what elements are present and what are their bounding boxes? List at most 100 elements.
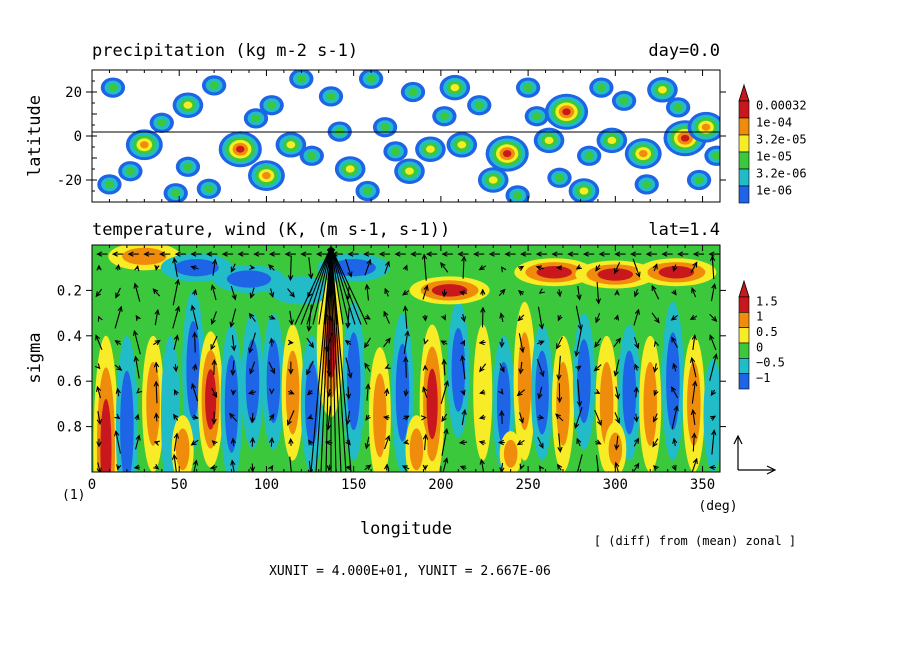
- wind-vector: [211, 359, 217, 375]
- wind-vector: [364, 314, 371, 320]
- wind-vector: [210, 284, 217, 301]
- wind-vector: [671, 336, 678, 348]
- wind-vector: [594, 409, 602, 427]
- wind-vector: [574, 407, 583, 430]
- wind-vector: [710, 282, 717, 302]
- wind-vector: [634, 363, 640, 371]
- wind-vector: [378, 251, 391, 257]
- wind-vector: [402, 264, 408, 271]
- wind-vector: [192, 331, 198, 353]
- wind-vector: [191, 288, 198, 296]
- wind-vector: [535, 265, 544, 271]
- wind-vector: [211, 411, 217, 425]
- wind-vector: [598, 251, 610, 257]
- precip-cell: [515, 77, 541, 98]
- wind-vector: [287, 255, 294, 282]
- wind-vector: [479, 389, 486, 395]
- temperature-anomaly: [220, 324, 243, 472]
- wind-vector: [172, 453, 178, 472]
- wind-vector: [692, 251, 705, 257]
- precip-colorbar: 0.00032 1e-04 3.2e-05 1e-05 3.2e-06 1e-06: [738, 83, 807, 204]
- precip-cell: [97, 174, 122, 195]
- wind-vector: [551, 251, 563, 257]
- wind-vector: [300, 251, 312, 257]
- wind-vector: [499, 409, 505, 424]
- wind-vector: [478, 440, 486, 446]
- precip-cell: [439, 74, 471, 101]
- wind-vector: [478, 265, 487, 271]
- wind-vector: [344, 339, 352, 346]
- temperature-anomaly: [262, 313, 285, 450]
- wind-vector: [652, 438, 659, 448]
- temperature-anomaly: [552, 335, 574, 472]
- bottom-title: temperature, wind (K, (m s-1, s-1)): [92, 220, 450, 240]
- wind-vector: [645, 251, 657, 257]
- wind-vector: [230, 360, 236, 376]
- wind-vector: [190, 304, 199, 330]
- wind-vector: [383, 337, 391, 348]
- wind-vector: [575, 264, 582, 270]
- wind-vector: [478, 339, 486, 346]
- wind-vector: [248, 332, 256, 354]
- wind-vector: [499, 462, 505, 472]
- wind-vector: [594, 338, 602, 348]
- precip-cell: [544, 93, 589, 130]
- wind-vector: [364, 464, 372, 471]
- wind-vector: [442, 457, 449, 472]
- wind-vector: [479, 458, 485, 472]
- x-tick-label: 0: [88, 477, 96, 493]
- wind-vector: [268, 361, 275, 375]
- wind-vector: [440, 340, 448, 346]
- wind-vector: [557, 314, 563, 322]
- wind-vector: [690, 261, 698, 274]
- top-y-axis-label: latitude: [25, 95, 45, 177]
- colorbar-segment: [738, 358, 750, 374]
- upper-temperature-anomaly: [636, 258, 717, 287]
- wind-vector: [247, 389, 256, 395]
- wind-vector: [306, 304, 312, 332]
- wind-vector: [173, 389, 179, 396]
- precip-cell: [175, 156, 201, 177]
- wind-vector: [153, 464, 160, 470]
- wind-vector: [422, 284, 429, 300]
- precip-cell: [163, 183, 188, 202]
- wind-vector: [269, 388, 275, 395]
- colorbar-label: 1e-05: [756, 150, 792, 164]
- wind-vector: [613, 337, 622, 348]
- wind-vector: [111, 251, 124, 257]
- colorbar-segment: [738, 134, 750, 153]
- wind-vector: [422, 433, 429, 451]
- wind-vector: [488, 251, 500, 257]
- precip-cell: [355, 180, 380, 202]
- temperature-anomaly: [171, 415, 194, 472]
- wind-vector: [287, 288, 295, 298]
- wind-vector: [230, 459, 236, 472]
- precip-cell: [665, 97, 691, 118]
- wind-vector: [132, 329, 141, 355]
- wind-vector: [403, 356, 409, 378]
- wind-vector: [460, 354, 466, 380]
- precip-cell: [589, 77, 614, 98]
- precip-cell: [259, 95, 284, 116]
- colorbar-cap: [738, 279, 750, 298]
- y-tick-label: 0.6: [57, 374, 82, 390]
- wind-vector: [249, 287, 255, 299]
- wind-vector: [556, 289, 563, 298]
- wind-vector: [253, 251, 265, 257]
- wind-vector: [230, 263, 236, 273]
- wind-vector: [614, 251, 626, 257]
- wind-vector: [306, 337, 315, 349]
- wind-vector: [229, 412, 238, 422]
- wind-vector: [425, 251, 438, 257]
- wind-vector: [96, 251, 108, 257]
- wind-vector: [633, 437, 640, 447]
- wind-vector: [651, 312, 660, 324]
- wind-vector: [192, 363, 198, 371]
- colorbar-cap: [738, 83, 750, 102]
- precip-cell: [196, 178, 222, 199]
- wind-vector: [480, 288, 486, 296]
- wind-vector: [114, 340, 122, 346]
- colorbar-segment: [738, 168, 750, 187]
- wind-vector: [210, 311, 217, 326]
- top-axes: 20 0 -20: [57, 69, 726, 203]
